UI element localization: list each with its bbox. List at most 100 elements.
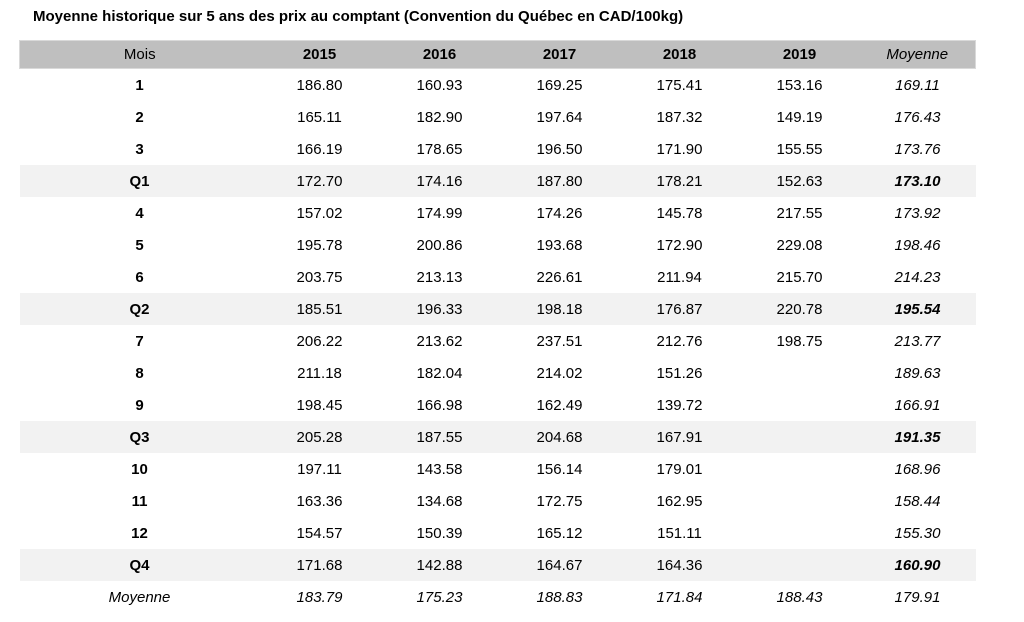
row-label: 9 bbox=[135, 396, 144, 414]
cell-2017: 226.61 bbox=[536, 268, 583, 286]
price-table: Mois 2015 2016 2017 2018 2019 Moyenne 1 186.80 1… bbox=[19, 40, 976, 613]
cell-2016: 187.55 bbox=[379, 421, 500, 453]
cell-2015: 171.68 bbox=[259, 549, 380, 581]
table-row-6: 6 203.75 213.13 226.61 211.94 215.70 214.23 bbox=[20, 261, 976, 293]
row-label: 7 bbox=[135, 332, 144, 350]
row-label: Q1 bbox=[19, 165, 260, 197]
row-label: 11 bbox=[131, 492, 148, 510]
cell-2019 bbox=[740, 357, 860, 389]
cell-2018: 145.78 bbox=[656, 204, 703, 222]
cell-2018: 212.76 bbox=[656, 332, 703, 350]
cell-2016: 182.04 bbox=[416, 364, 463, 382]
cell-2015: 211.18 bbox=[297, 364, 342, 382]
cell-2018: 162.95 bbox=[656, 492, 703, 510]
cell-2017: 197.64 bbox=[536, 108, 583, 126]
cell-2018: 151.11 bbox=[657, 524, 702, 542]
cell-2016: 150.39 bbox=[416, 524, 463, 542]
row-label: 8 bbox=[135, 364, 144, 382]
cell-2015: 198.45 bbox=[296, 396, 343, 414]
table-row-q4: Q4 171.68 142.88 164.67 164.36 160.90 bbox=[19, 549, 976, 581]
cell-2015: 197.11 bbox=[297, 460, 342, 478]
row-label: 10 bbox=[131, 460, 148, 478]
cell-2019: 155.55 bbox=[776, 140, 823, 158]
cell-2019: 198.75 bbox=[776, 332, 823, 350]
cell-2017: 164.67 bbox=[499, 549, 620, 581]
cell-2017: 165.12 bbox=[536, 524, 583, 542]
cell-2015: 206.22 bbox=[296, 332, 343, 350]
row-label: Q2 bbox=[19, 293, 260, 325]
cell-2018: 151.26 bbox=[656, 364, 703, 382]
cell-2017: 198.18 bbox=[499, 293, 620, 325]
cell-2017: 193.68 bbox=[536, 236, 583, 254]
cell-2016: 196.33 bbox=[379, 293, 500, 325]
cell-2019: 149.19 bbox=[776, 108, 823, 126]
cell-moyenne: 213.77 bbox=[894, 332, 941, 350]
table-row-1: 1 186.80 160.93 169.25 175.41 153.16 169.11 bbox=[20, 69, 976, 102]
cell-2015: 165.11 bbox=[297, 108, 342, 126]
table-row-2: 2 165.11 182.90 197.64 187.32 149.19 176.43 bbox=[20, 101, 976, 133]
column-header-2016: 2016 bbox=[379, 40, 500, 69]
cell-2019 bbox=[740, 389, 860, 421]
cell-2016: 174.16 bbox=[379, 165, 500, 197]
cell-moyenne: 191.35 bbox=[859, 421, 976, 453]
cell-2018: 211.94 bbox=[657, 268, 702, 286]
column-header-mois: Mois bbox=[19, 40, 260, 69]
table-row-9: 9 198.45 166.98 162.49 139.72 166.91 bbox=[20, 389, 976, 421]
cell-2019 bbox=[740, 453, 860, 485]
cell-2017: 188.83 bbox=[536, 588, 583, 606]
row-label: Moyenne bbox=[108, 588, 171, 606]
table-row-7: 7 206.22 213.62 237.51 212.76 198.75 213.77 bbox=[20, 325, 976, 357]
row-label: Q3 bbox=[19, 421, 260, 453]
cell-2016: 166.98 bbox=[416, 396, 463, 414]
row-label: 3 bbox=[135, 140, 144, 158]
cell-2019: 153.16 bbox=[776, 76, 823, 94]
cell-2016: 134.68 bbox=[416, 492, 463, 510]
cell-2017: 214.02 bbox=[536, 364, 583, 382]
cell-2018: 167.91 bbox=[619, 421, 740, 453]
cell-2015: 154.57 bbox=[296, 524, 343, 542]
cell-2016: 143.58 bbox=[416, 460, 463, 478]
cell-2018: 139.72 bbox=[656, 396, 703, 414]
column-header-moyenne: Moyenne bbox=[859, 40, 976, 69]
cell-2017: 204.68 bbox=[499, 421, 620, 453]
column-header-2017: 2017 bbox=[499, 40, 620, 69]
cell-2016: 160.93 bbox=[416, 76, 463, 94]
cell-2016: 200.86 bbox=[416, 236, 463, 254]
cell-moyenne: 214.23 bbox=[894, 268, 941, 286]
table-row-moyenne: Moyenne 183.79 175.23 188.83 171.84 188.43 179… bbox=[20, 581, 976, 613]
cell-2015: 195.78 bbox=[296, 236, 343, 254]
cell-2018: 178.21 bbox=[619, 165, 740, 197]
table-row-11: 11 163.36 134.68 172.75 162.95 158.44 bbox=[20, 485, 976, 517]
table-row-12: 12 154.57 150.39 165.12 151.11 155.30 bbox=[20, 517, 976, 549]
row-label: 2 bbox=[135, 108, 144, 126]
row-label: 6 bbox=[135, 268, 144, 286]
cell-moyenne: 189.63 bbox=[894, 364, 941, 382]
cell-2018: 171.84 bbox=[656, 588, 703, 606]
cell-moyenne: 179.91 bbox=[894, 588, 941, 606]
cell-moyenne: 169.11 bbox=[895, 76, 940, 94]
cell-2015: 166.19 bbox=[296, 140, 343, 158]
cell-2015: 157.02 bbox=[296, 204, 343, 222]
cell-2018: 172.90 bbox=[656, 236, 703, 254]
cell-2016: 142.88 bbox=[379, 549, 500, 581]
table-row-8: 8 211.18 182.04 214.02 151.26 189.63 bbox=[20, 357, 976, 389]
cell-2018: 171.90 bbox=[656, 140, 703, 158]
cell-2019: 215.70 bbox=[776, 268, 823, 286]
cell-2019 bbox=[739, 549, 860, 581]
cell-2016: 182.90 bbox=[416, 108, 463, 126]
cell-2019: 152.63 bbox=[739, 165, 860, 197]
cell-2015: 172.70 bbox=[259, 165, 380, 197]
table-row-q2: Q2 185.51 196.33 198.18 176.87 220.78 195.54 bbox=[19, 293, 976, 325]
table-row-5: 5 195.78 200.86 193.68 172.90 229.08 198.46 bbox=[20, 229, 976, 261]
table-row-4: 4 157.02 174.99 174.26 145.78 217.55 173.92 bbox=[20, 197, 976, 229]
cell-2017: 172.75 bbox=[536, 492, 583, 510]
cell-2018: 179.01 bbox=[656, 460, 703, 478]
cell-moyenne: 173.10 bbox=[859, 165, 976, 197]
column-header-2015: 2015 bbox=[259, 40, 380, 69]
cell-2019: 229.08 bbox=[776, 236, 823, 254]
cell-2017: 196.50 bbox=[536, 140, 583, 158]
cell-2019: 217.55 bbox=[776, 204, 823, 222]
page-title: Moyenne historique sur 5 ans des prix au… bbox=[33, 8, 684, 25]
cell-moyenne: 173.76 bbox=[894, 140, 941, 158]
